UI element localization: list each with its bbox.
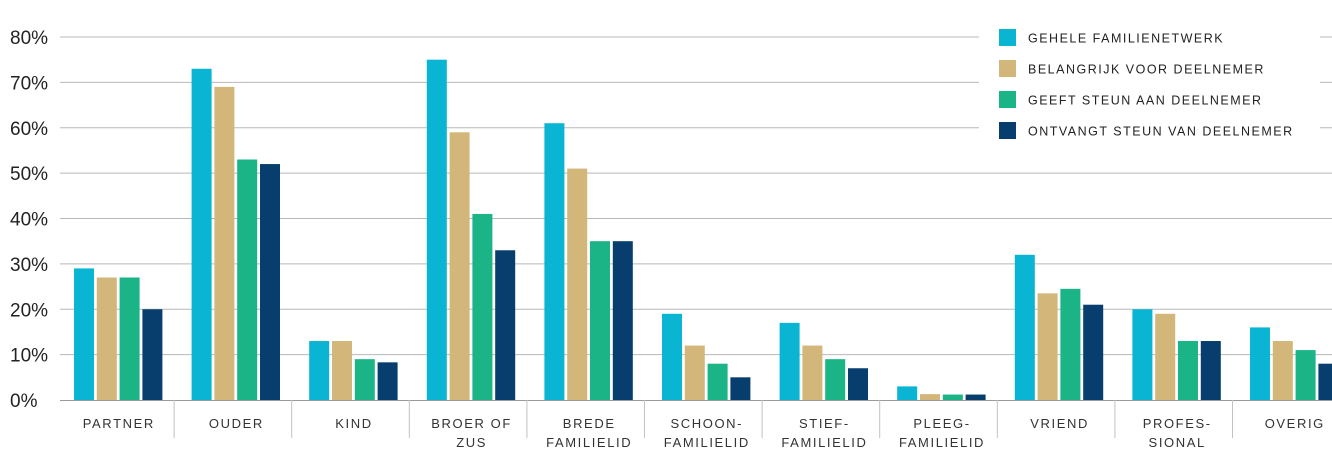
x-tick-label: SIONAL [1149, 435, 1206, 450]
y-tick-label: 60% [10, 119, 48, 140]
x-tick-label: PARTNER [83, 416, 155, 431]
legend-label: GEEFT STEUN AAN DEELNEMER [1028, 94, 1263, 108]
legend-label: ONTVANGT STEUN VAN DEELNEMER [1028, 125, 1294, 139]
y-axis: 0% 10% 20% 30% 40% 50% 60% 70% 80% [10, 28, 48, 412]
y-tick-label: 30% [10, 255, 48, 276]
bar-belangrijk-voor-deelnemer [1272, 341, 1293, 400]
bar-gehele-familienetwerk [309, 341, 330, 400]
bar-belangrijk-voor-deelnemer [920, 394, 940, 400]
bar-geeft-steun-aan-deelnemer [1295, 350, 1316, 400]
legend: GEHELE FAMILIENETWERK BELANGRIJK VOOR DEE… [979, 14, 1320, 154]
x-tick-label: FAMILIELID [781, 435, 867, 450]
bar-gehele-familienetwerk [897, 386, 918, 400]
legend-swatch [999, 122, 1016, 139]
bar-belangrijk-voor-deelnemer [684, 345, 705, 400]
bar-gehele-familienetwerk [779, 322, 800, 400]
bar-belangrijk-voor-deelnemer [567, 168, 588, 400]
bar-geeft-steun-aan-deelnemer [942, 394, 963, 400]
x-tick-label: PROFES- [1143, 416, 1212, 431]
x-tick-label: FAMILIELID [664, 435, 750, 450]
bar-geeft-steun-aan-deelnemer [1060, 288, 1081, 400]
bar-gehele-familienetwerk [1014, 254, 1035, 400]
bar-ontvangt-steun-van-deelnemer [1200, 341, 1221, 400]
bar-ontvangt-steun-van-deelnemer [260, 164, 280, 400]
bar-belangrijk-voor-deelnemer [1155, 313, 1176, 400]
bar-ontvangt-steun-van-deelnemer [495, 250, 516, 400]
bar-ontvangt-steun-van-deelnemer [730, 377, 751, 400]
bar-geeft-steun-aan-deelnemer [825, 359, 846, 400]
bar-geeft-steun-aan-deelnemer [707, 363, 728, 400]
legend-label: GEHELE FAMILIENETWERK [1028, 32, 1224, 46]
legend-swatch [999, 29, 1016, 46]
bar-ontvangt-steun-van-deelnemer [848, 368, 868, 400]
x-tick-label: FAMILIELID [899, 435, 985, 450]
x-tick-label: FAMILIELID [546, 435, 632, 450]
y-tick-label: 40% [10, 210, 48, 231]
x-tick-label: OVERIG [1265, 416, 1325, 431]
x-tick-label: SCHOON- [671, 416, 744, 431]
y-tick-label: 0% [10, 391, 38, 412]
bar-ontvangt-steun-van-deelnemer [142, 309, 163, 400]
bar-geeft-steun-aan-deelnemer [472, 213, 493, 400]
x-tick-label: PLEEG- [913, 416, 970, 431]
bar-gehele-familienetwerk [426, 59, 447, 400]
x-tick-label: ZUS [456, 435, 487, 450]
bar-gehele-familienetwerk [544, 123, 565, 401]
x-tick-label: KIND [335, 416, 372, 431]
bar-belangrijk-voor-deelnemer [96, 277, 117, 400]
bar-ontvangt-steun-van-deelnemer [965, 394, 986, 400]
y-tick-label: 80% [10, 28, 48, 49]
y-tick-label: 70% [10, 73, 48, 94]
bar-geeft-steun-aan-deelnemer [1178, 341, 1198, 400]
bar-belangrijk-voor-deelnemer [1037, 293, 1058, 400]
y-tick-label: 20% [10, 300, 48, 321]
bar-belangrijk-voor-deelnemer [802, 345, 823, 400]
y-tick-label: 10% [10, 346, 48, 367]
bar-geeft-steun-aan-deelnemer [354, 359, 375, 400]
bar-geeft-steun-aan-deelnemer [119, 277, 140, 400]
bar-belangrijk-voor-deelnemer [332, 341, 352, 400]
bar-geeft-steun-aan-deelnemer [590, 241, 610, 400]
legend-swatch [999, 91, 1016, 108]
bar-ontvangt-steun-van-deelnemer [612, 241, 633, 400]
bar-ontvangt-steun-van-deelnemer [377, 362, 398, 400]
bar-belangrijk-voor-deelnemer [214, 86, 235, 400]
bar-ontvangt-steun-van-deelnemer [1318, 363, 1332, 400]
legend-label: BELANGRIJK VOOR DEELNEMER [1028, 63, 1265, 77]
x-tick-label: VRIEND [1030, 416, 1089, 431]
bar-geeft-steun-aan-deelnemer [237, 159, 258, 400]
bar-ontvangt-steun-van-deelnemer [1083, 304, 1104, 400]
y-tick-label: 50% [10, 164, 48, 185]
bar-gehele-familienetwerk [191, 68, 212, 400]
x-tick-label: BREDE [563, 416, 616, 431]
x-tick-label: STIEF- [799, 416, 850, 431]
bar-gehele-familienetwerk [1250, 327, 1270, 400]
bar-belangrijk-voor-deelnemer [449, 132, 470, 400]
bars [74, 59, 1332, 401]
x-tick-label: OUDER [209, 416, 264, 431]
legend-box [979, 14, 1320, 154]
legend-swatch [999, 60, 1016, 77]
x-axis: PARTNER OUDER KIND BROER OF ZUS BREDE FAMILIEL… [60, 400, 1332, 450]
x-tick-label: BROER OF [431, 416, 512, 431]
bar-gehele-familienetwerk [1132, 309, 1153, 400]
bar-gehele-familienetwerk [74, 268, 94, 400]
bar-gehele-familienetwerk [662, 313, 682, 400]
